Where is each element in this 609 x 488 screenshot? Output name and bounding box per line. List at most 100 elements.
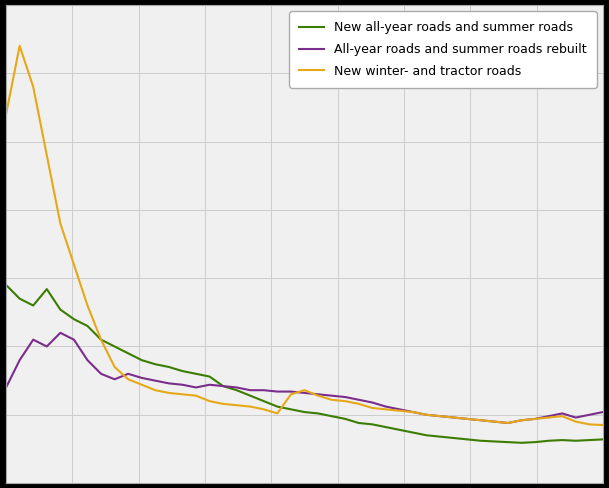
New winter- and tractor roads [57, 221, 64, 226]
New all-year roads and summer roads [219, 383, 227, 389]
New winter- and tractor roads [572, 419, 579, 425]
New winter- and tractor roads [545, 415, 552, 421]
New winter- and tractor roads [138, 382, 146, 387]
New all-year roads and summer roads [355, 420, 362, 426]
New winter- and tractor roads [450, 415, 457, 421]
New winter- and tractor roads [368, 405, 376, 411]
New all-year roads and summer roads [287, 407, 295, 412]
New winter- and tractor roads [43, 152, 51, 158]
All-year roads and summer roads rebuilt [314, 391, 322, 397]
New winter- and tractor roads [558, 413, 566, 419]
New all-year roads and summer roads [423, 432, 430, 438]
All-year roads and summer roads rebuilt [111, 376, 118, 382]
Line: New winter- and tractor roads: New winter- and tractor roads [6, 46, 603, 425]
All-year roads and summer roads rebuilt [437, 413, 444, 419]
All-year roads and summer roads rebuilt [273, 388, 281, 394]
New winter- and tractor roads [219, 401, 227, 407]
New all-year roads and summer roads [328, 413, 336, 419]
All-year roads and summer roads rebuilt [599, 409, 607, 415]
All-year roads and summer roads rebuilt [382, 404, 390, 409]
All-year roads and summer roads rebuilt [586, 412, 593, 418]
New winter- and tractor roads [599, 422, 607, 428]
New winter- and tractor roads [84, 303, 91, 308]
New all-year roads and summer roads [491, 439, 498, 445]
New winter- and tractor roads [355, 401, 362, 407]
New all-year roads and summer roads [599, 436, 607, 442]
New all-year roads and summer roads [84, 323, 91, 329]
New all-year roads and summer roads [477, 438, 485, 444]
New winter- and tractor roads [301, 387, 308, 393]
All-year roads and summer roads rebuilt [260, 387, 267, 393]
New winter- and tractor roads [247, 404, 254, 409]
All-year roads and summer roads rebuilt [165, 381, 172, 386]
New all-year roads and summer roads [152, 361, 159, 367]
All-year roads and summer roads rebuilt [423, 412, 430, 418]
Legend: New all-year roads and summer roads, All-year roads and summer roads rebuilt, Ne: New all-year roads and summer roads, All… [289, 11, 597, 88]
New winter- and tractor roads [179, 391, 186, 397]
All-year roads and summer roads rebuilt [179, 382, 186, 387]
All-year roads and summer roads rebuilt [355, 397, 362, 403]
New winter- and tractor roads [586, 422, 593, 427]
New all-year roads and summer roads [206, 374, 213, 380]
New winter- and tractor roads [532, 416, 539, 422]
New all-year roads and summer roads [572, 438, 579, 444]
All-year roads and summer roads rebuilt [463, 416, 471, 422]
All-year roads and summer roads rebuilt [16, 357, 23, 363]
New winter- and tractor roads [70, 262, 77, 267]
All-year roads and summer roads rebuilt [43, 344, 51, 349]
New all-year roads and summer roads [260, 398, 267, 404]
New all-year roads and summer roads [233, 387, 241, 393]
New all-year roads and summer roads [301, 409, 308, 415]
All-year roads and summer roads rebuilt [287, 388, 295, 394]
All-year roads and summer roads rebuilt [572, 415, 579, 421]
New all-year roads and summer roads [450, 435, 457, 441]
New winter- and tractor roads [396, 408, 403, 414]
New winter- and tractor roads [192, 393, 200, 399]
New winter- and tractor roads [342, 398, 349, 404]
New winter- and tractor roads [165, 390, 172, 396]
New all-year roads and summer roads [124, 350, 132, 356]
New all-year roads and summer roads [192, 371, 200, 377]
New all-year roads and summer roads [396, 427, 403, 433]
All-year roads and summer roads rebuilt [491, 419, 498, 425]
All-year roads and summer roads rebuilt [57, 330, 64, 336]
New all-year roads and summer roads [545, 438, 552, 444]
Line: New all-year roads and summer roads: New all-year roads and summer roads [6, 285, 603, 443]
Line: All-year roads and summer roads rebuilt: All-year roads and summer roads rebuilt [6, 333, 603, 423]
All-year roads and summer roads rebuilt [518, 417, 525, 423]
All-year roads and summer roads rebuilt [342, 394, 349, 400]
All-year roads and summer roads rebuilt [233, 385, 241, 390]
New all-year roads and summer roads [368, 422, 376, 427]
All-year roads and summer roads rebuilt [219, 383, 227, 389]
All-year roads and summer roads rebuilt [396, 407, 403, 412]
New winter- and tractor roads [437, 413, 444, 419]
New winter- and tractor roads [491, 419, 498, 425]
All-year roads and summer roads rebuilt [558, 410, 566, 416]
New all-year roads and summer roads [138, 357, 146, 363]
New winter- and tractor roads [152, 387, 159, 393]
All-year roads and summer roads rebuilt [545, 413, 552, 419]
New winter- and tractor roads [260, 407, 267, 412]
New all-year roads and summer roads [57, 306, 64, 312]
New winter- and tractor roads [409, 409, 417, 415]
New winter- and tractor roads [16, 43, 23, 49]
All-year roads and summer roads rebuilt [152, 378, 159, 384]
All-year roads and summer roads rebuilt [70, 337, 77, 343]
New all-year roads and summer roads [70, 316, 77, 322]
All-year roads and summer roads rebuilt [450, 415, 457, 421]
New all-year roads and summer roads [179, 368, 186, 374]
New winter- and tractor roads [124, 376, 132, 382]
New winter- and tractor roads [504, 420, 512, 426]
New all-year roads and summer roads [504, 439, 512, 445]
New all-year roads and summer roads [382, 424, 390, 430]
New winter- and tractor roads [97, 337, 105, 343]
New winter- and tractor roads [463, 416, 471, 422]
All-year roads and summer roads rebuilt [504, 420, 512, 426]
New all-year roads and summer roads [97, 337, 105, 343]
All-year roads and summer roads rebuilt [192, 385, 200, 390]
New winter- and tractor roads [328, 397, 336, 403]
All-year roads and summer roads rebuilt [301, 390, 308, 396]
New winter- and tractor roads [233, 402, 241, 408]
New all-year roads and summer roads [247, 393, 254, 399]
All-year roads and summer roads rebuilt [84, 357, 91, 363]
